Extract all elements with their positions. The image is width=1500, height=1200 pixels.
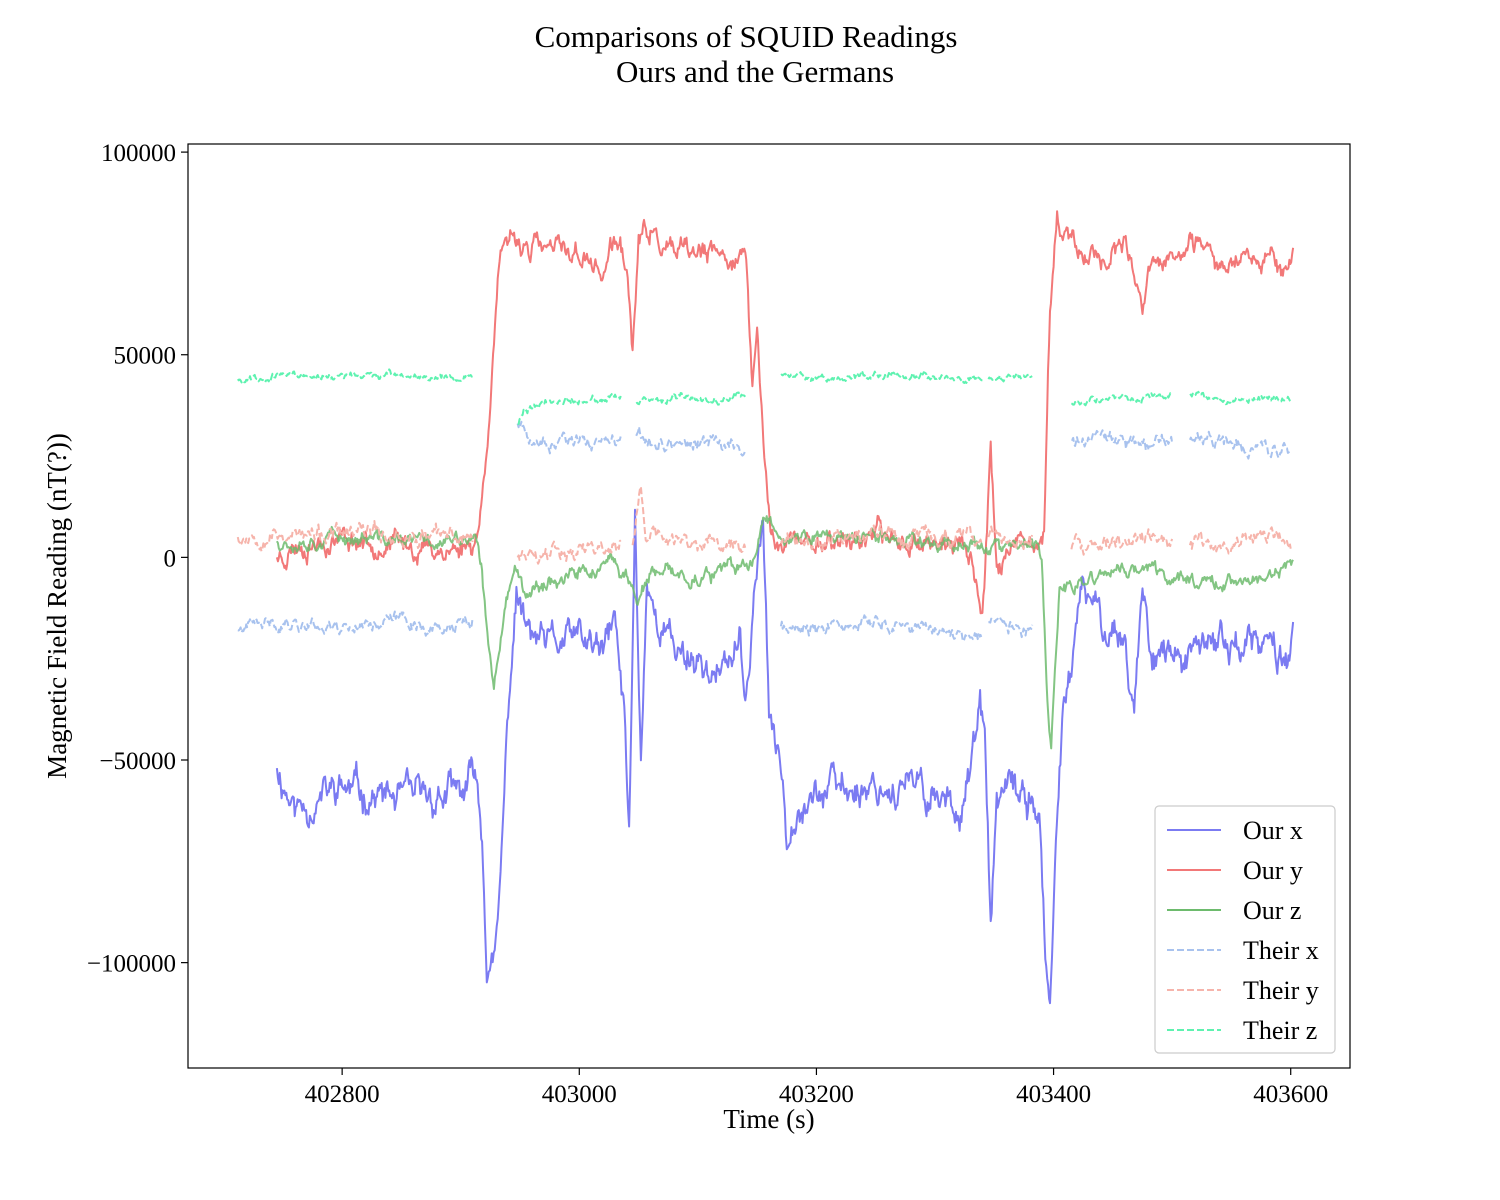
x-tick-label: 403000: [542, 1081, 617, 1108]
legend-label: Their x: [1243, 936, 1319, 965]
y-tick-label: 0: [164, 545, 177, 572]
y-tick-label: 50000: [114, 343, 177, 370]
series-line-their-x: [237, 420, 1292, 643]
x-tick-label: 402800: [305, 1081, 380, 1108]
y-axis: 100000 50000 0 −50000 −100000: [87, 140, 188, 978]
legend-label: Our y: [1243, 856, 1303, 885]
x-axis: 402800 403000 403200 403400 403600: [305, 1068, 1328, 1108]
legend-label: Our x: [1243, 816, 1303, 845]
legend: Our x Our y Our z Their x Their y Their z: [1154, 805, 1336, 1054]
x-tick-label: 403200: [779, 1081, 854, 1108]
x-axis-label: Time (s): [723, 1104, 814, 1134]
x-tick-label: 403600: [1253, 1081, 1328, 1108]
legend-label: Our z: [1243, 896, 1301, 925]
y-tick-label: 100000: [101, 140, 176, 167]
plot-frame: [187, 143, 1351, 1069]
series-line-our-x: [275, 508, 1295, 1005]
legend-label: Their y: [1243, 976, 1319, 1005]
y-tick-label: −50000: [99, 748, 176, 775]
series-line-their-z: [237, 368, 1292, 425]
legend-box: [1154, 805, 1336, 1054]
chart-title-line-2: Ours and the Germans: [616, 54, 894, 89]
series-line-their-y: [236, 485, 1292, 565]
series-layer: [236, 210, 1295, 1005]
legend-label: Their z: [1243, 1016, 1317, 1045]
y-axis-label: Magnetic Field Reading (nT(?)): [42, 433, 72, 779]
y-tick-label: −100000: [87, 951, 176, 978]
x-tick-label: 403400: [1016, 1081, 1091, 1108]
series-line-our-y: [275, 210, 1295, 615]
chart-title-line-1: Comparisons of SQUID Readings: [535, 19, 958, 54]
